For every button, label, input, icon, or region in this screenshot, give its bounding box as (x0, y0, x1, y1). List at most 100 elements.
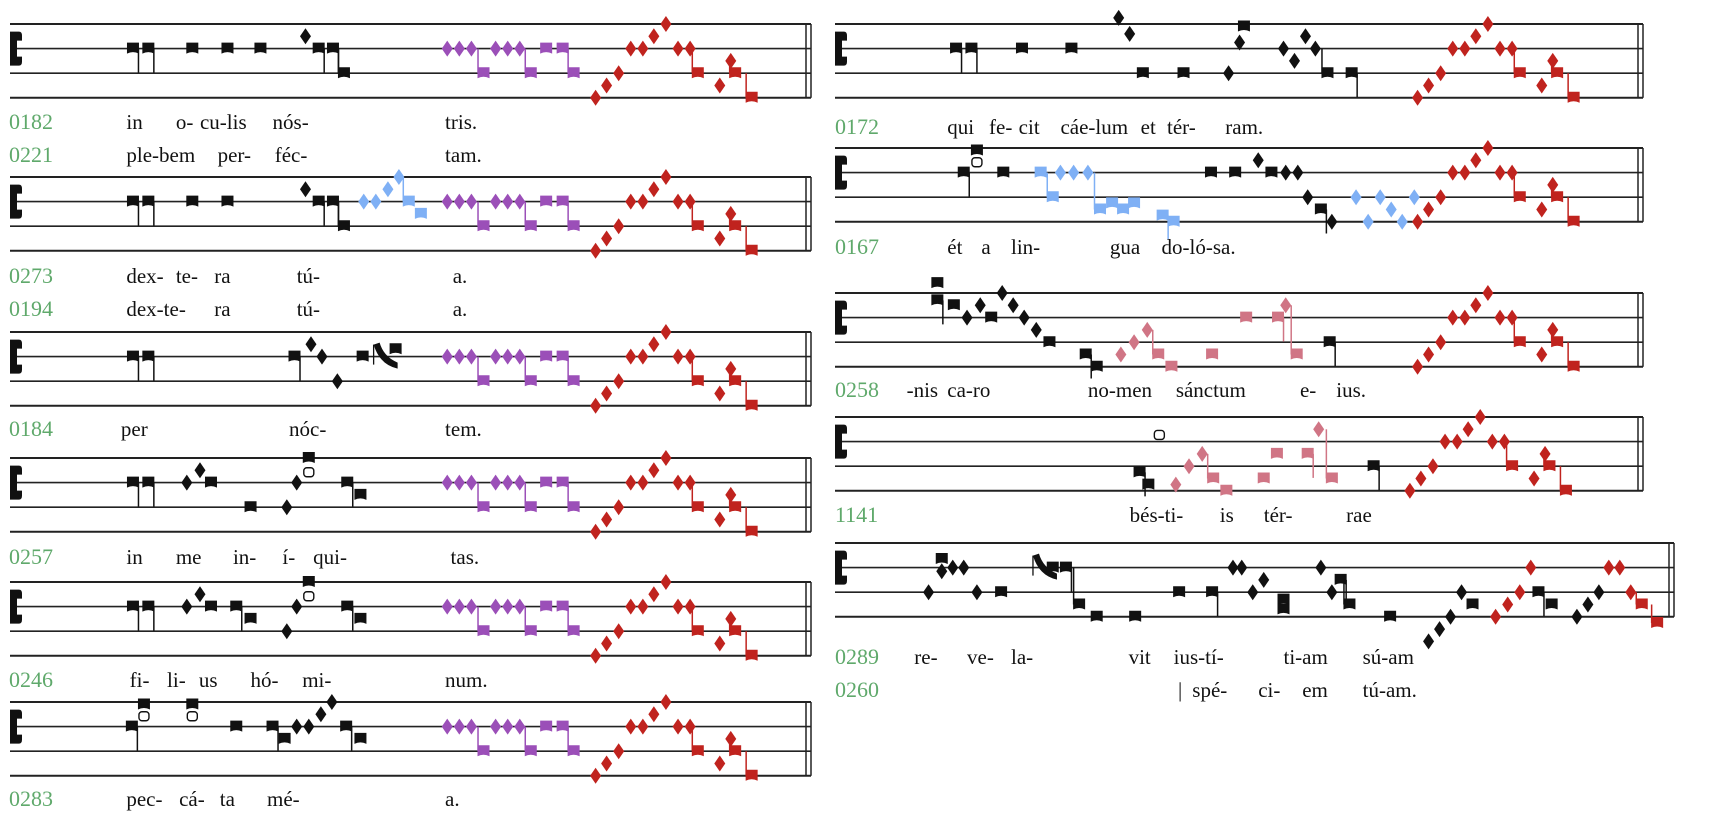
chant-id-label[interactable]: 0258 (835, 377, 879, 402)
chant-id-label[interactable]: 0246 (9, 667, 53, 692)
square-note (477, 745, 490, 757)
lyric-syllable: mi- (302, 668, 331, 692)
square-note (540, 350, 553, 362)
square-note (1206, 348, 1219, 360)
square-note (126, 195, 139, 207)
rhombus-note (453, 40, 465, 57)
lyric-syllable: no-men (1088, 378, 1153, 402)
rhombus-note (181, 598, 193, 615)
chant-id-label[interactable]: 0194 (9, 296, 53, 321)
lyric-syllable: ius. (1336, 378, 1366, 402)
rhombus-note (648, 181, 660, 198)
square-note (1133, 466, 1146, 478)
rhombus-note (1183, 458, 1195, 475)
staff-right-5 (835, 542, 1675, 650)
rhombus-note (725, 730, 737, 747)
rhombus-note (1196, 445, 1208, 462)
rhombus-note (1486, 433, 1498, 450)
rhombus-note (1447, 164, 1459, 181)
c-clef-icon (10, 339, 22, 374)
rhombus-note (299, 28, 311, 45)
square-note (729, 375, 742, 387)
rhombus-note (1528, 470, 1540, 487)
rhombus-note (1459, 164, 1471, 181)
rhombus-note (1593, 584, 1605, 601)
chant-id-label[interactable]: 0283 (9, 786, 53, 811)
rhombus-note (1435, 334, 1447, 351)
rhombus-note (1374, 189, 1386, 206)
square-note (340, 720, 353, 732)
rhombus-note (1326, 584, 1338, 601)
rhombus-note (1234, 34, 1246, 51)
rhombus-note (672, 474, 684, 491)
rhombus-note (465, 718, 477, 735)
chant-id-label[interactable]: 0257 (9, 544, 53, 569)
staff-left-1 (10, 16, 812, 106)
rhombus-note (441, 40, 453, 57)
square-note (142, 42, 155, 54)
square-note (230, 600, 243, 612)
lyric-syllable: tas. (451, 545, 480, 569)
chant-id-label[interactable]: 0184 (9, 416, 53, 441)
rhombus-note (637, 718, 649, 735)
square-note (745, 91, 758, 103)
rhombus-note (637, 40, 649, 57)
square-note (1093, 203, 1106, 215)
square-note (556, 600, 569, 612)
rhombus-note (714, 77, 726, 94)
square-note (1207, 472, 1220, 484)
rhombus-note (648, 706, 660, 723)
lyric-syllable: me (176, 545, 202, 569)
chant-id-label[interactable]: 0172 (835, 114, 879, 139)
square-note (1117, 203, 1130, 215)
rhombus-note (1326, 213, 1338, 230)
square-note (965, 42, 978, 54)
square-note (1325, 472, 1338, 484)
rhombus-note (637, 193, 649, 210)
c-clef-icon (835, 155, 847, 190)
square-note (567, 67, 580, 79)
square-note (745, 769, 758, 781)
square-note (556, 350, 569, 362)
rhombus-note (441, 474, 453, 491)
square-note (1543, 460, 1556, 472)
chant-id-label[interactable]: 0273 (9, 263, 53, 288)
oriscus-note (186, 711, 199, 722)
rhombus-note (1625, 584, 1637, 601)
rhombus-note (453, 193, 465, 210)
chant-id-label[interactable]: 0167 (835, 234, 879, 259)
rhombus-note (1415, 470, 1427, 487)
rhombus-note (514, 193, 526, 210)
rhombus-note (1435, 65, 1447, 82)
rhombus-note (490, 598, 502, 615)
rhombus-note (1482, 16, 1494, 32)
square-note (1513, 67, 1526, 79)
square-note (931, 277, 944, 289)
lyric-syllable: gua (1110, 235, 1141, 259)
square-note (477, 220, 490, 232)
rhombus-note (1536, 346, 1548, 363)
rhombus-note (291, 598, 303, 615)
lyric-syllable: ét (947, 235, 962, 259)
rhombus-note (465, 348, 477, 365)
rhombus-note (1498, 433, 1510, 450)
square-note (1165, 360, 1178, 372)
square-note (221, 42, 234, 54)
chant-id-label[interactable]: 0289 (835, 644, 879, 669)
lyric-syllable: o- (176, 110, 194, 134)
lyric-syllable: tér- (1167, 115, 1196, 139)
lyric-syllable: tem. (445, 417, 482, 441)
lyric-syllable: nós- (273, 110, 309, 134)
square-note (204, 476, 217, 488)
chant-id-label[interactable]: 0182 (9, 109, 53, 134)
rhombus-note (1280, 164, 1292, 181)
chant-id-label[interactable]: 1141 (835, 502, 878, 527)
lyric-syllable: a (981, 235, 991, 259)
square-note (142, 476, 155, 488)
square-note (1129, 610, 1142, 622)
square-note (142, 350, 155, 362)
staff-right-1 (835, 9, 1644, 106)
chant-id-label[interactable]: 0221 (9, 142, 53, 167)
chant-id-label[interactable]: 0260 (835, 677, 879, 702)
lyric-syllable: féc- (275, 143, 308, 167)
